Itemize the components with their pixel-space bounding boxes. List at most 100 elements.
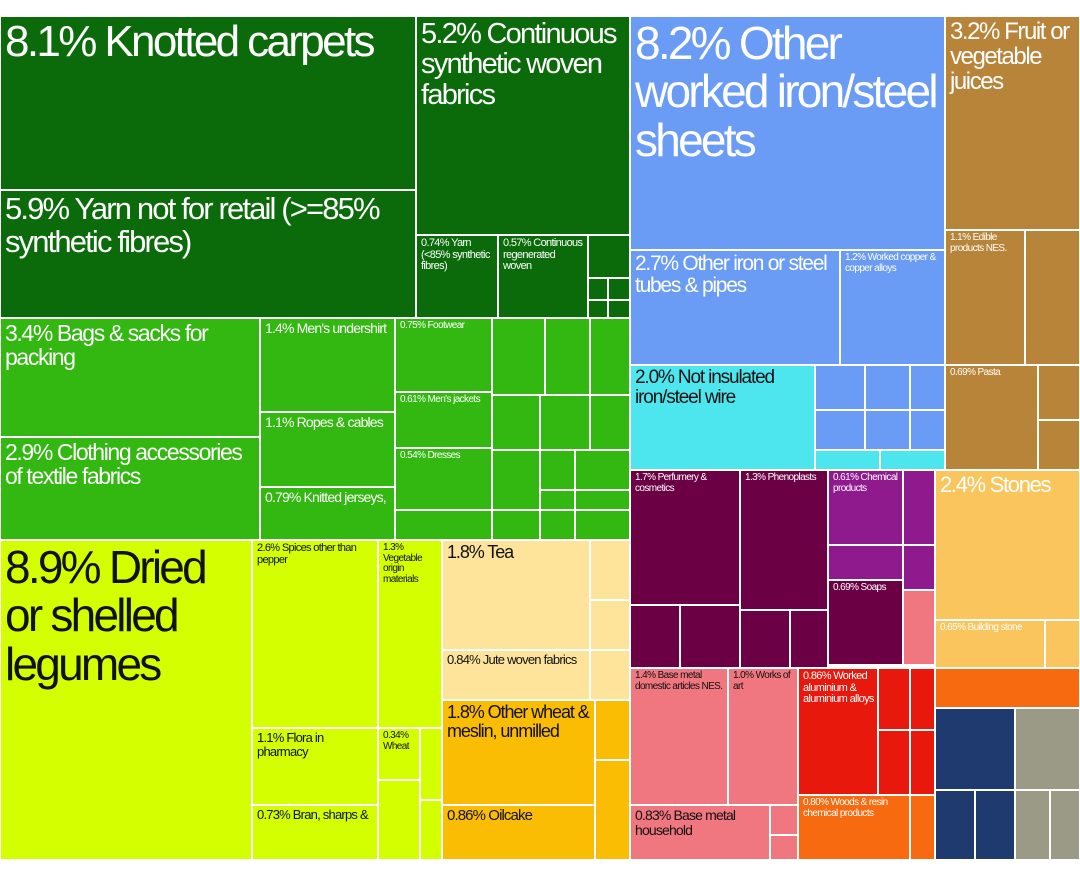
treemap-cell: 0.74% Yarn (<85% synthetic fibres)	[416, 235, 498, 318]
treemap-cell	[588, 235, 630, 278]
treemap-cell: 8.2% Other worked iron/steel sheets	[630, 16, 945, 250]
treemap-cell	[903, 590, 935, 665]
treemap-cell-label: 2.9% Clothing accessories of textile fab…	[5, 439, 243, 490]
treemap-cell	[1038, 365, 1080, 420]
treemap-cell	[595, 760, 630, 860]
treemap-cell: 1.1% Flora in pharmacy	[252, 728, 378, 805]
treemap-cell	[630, 605, 680, 668]
treemap-cell	[540, 510, 575, 540]
treemap-cell-label: 0.74% Yarn (<85% synthetic fibres)	[421, 237, 490, 273]
treemap-cell-label: 1.1% Ropes & cables	[265, 414, 384, 430]
treemap-cell	[878, 730, 910, 795]
treemap-cell	[910, 410, 945, 450]
treemap-cell	[590, 318, 630, 395]
treemap-cell-label: 0.84% Jute woven fabrics	[447, 652, 577, 667]
treemap-cell: 0.80% Woods & resin chemical products	[798, 795, 910, 860]
treemap-cell: 0.57% Continuous regenerated woven	[498, 235, 588, 318]
treemap-cell-label: 1.1% Flora in pharmacy	[257, 730, 324, 759]
treemap-cell: 0.83% Base metal household	[630, 805, 770, 860]
treemap-cell-label: 2.0% Not insulated iron/steel wire	[635, 367, 775, 408]
treemap-cell	[1015, 790, 1050, 860]
treemap-cell	[395, 510, 492, 540]
treemap-cell-label: 0.61% Chemical products	[833, 472, 898, 494]
treemap-cell: 5.2% Continuous synthetic woven fabrics	[416, 16, 630, 235]
treemap-cell-label: 1.0% Works of art	[733, 670, 791, 692]
treemap-cell: 8.1% Knotted carpets	[0, 16, 416, 190]
treemap-cell	[815, 410, 865, 450]
treemap-cell	[910, 668, 935, 730]
treemap-cell: 3.2% Fruit or vegetable juices	[945, 16, 1080, 230]
treemap-cell: 0.75% Footwear	[395, 318, 492, 392]
treemap-cell	[770, 805, 798, 835]
treemap-cell	[420, 800, 442, 860]
treemap-cell	[492, 318, 545, 395]
treemap-cell	[595, 700, 630, 760]
treemap-cell-label: 0.69% Pasta	[950, 367, 1001, 378]
treemap-cell: 8.9% Dried or shelled legumes	[0, 540, 252, 860]
treemap-cell-label: 0.61% Men's jackets	[400, 394, 481, 405]
treemap-cell: 0.84% Jute woven fabrics	[442, 650, 590, 700]
treemap-cell-label: 2.4% Stones	[940, 472, 1052, 497]
treemap-cell-label: 1.2% Worked copper & copper alloys	[845, 252, 936, 274]
treemap-cell-label: 0.65% Building stone	[940, 622, 1023, 633]
treemap-cell	[790, 610, 828, 668]
treemap-cell-label: 1.1% Edible products NES.	[950, 232, 1007, 254]
treemap-cell	[1025, 230, 1080, 365]
treemap-cell-label: 0.69% Soaps	[833, 582, 886, 593]
treemap-cell-label: 3.4% Bags & sacks for packing	[5, 320, 209, 371]
treemap-cell	[590, 540, 630, 600]
treemap-cell: 0.79% Knitted jerseys,	[260, 487, 395, 540]
treemap-cell	[1038, 420, 1080, 470]
treemap-cell	[740, 610, 790, 668]
treemap-cell-label: 1.4% Men's undershirt	[265, 320, 387, 336]
treemap-cell: 1.4% Base metal domestic articles NES.	[630, 668, 728, 805]
treemap-cell: 1.1% Edible products NES.	[945, 230, 1025, 365]
treemap-cell	[1015, 708, 1080, 790]
treemap-cell	[935, 708, 1015, 790]
treemap-cell: 2.0% Not insulated iron/steel wire	[630, 365, 815, 470]
treemap-cell	[492, 450, 540, 510]
treemap-cell	[540, 395, 590, 450]
treemap-cell: 0.86% Oilcake	[442, 805, 595, 860]
treemap-cell-label: 2.6% Spices other than pepper	[257, 542, 357, 566]
treemap-cell: 1.0% Works of art	[728, 668, 798, 805]
treemap-cell	[935, 668, 1080, 708]
treemap-cell-label: 0.73% Bran, sharps &	[257, 807, 369, 822]
treemap-cell: 0.69% Soaps	[828, 580, 903, 665]
treemap-cell	[815, 450, 880, 470]
treemap-cell	[680, 605, 740, 668]
treemap-cell-label: 1.8% Other wheat & meslin, unmilled	[447, 702, 590, 741]
treemap-cell	[935, 790, 975, 860]
treemap-cell-label: 5.9% Yarn not for retail (>=85% syntheti…	[5, 191, 381, 259]
treemap-cell	[575, 450, 630, 490]
treemap-cell: 0.61% Men's jackets	[395, 392, 492, 448]
treemap-cell	[420, 728, 442, 800]
treemap-cell: 0.65% Building stone	[935, 620, 1045, 668]
treemap-cell	[590, 395, 630, 450]
treemap-cell: 0.69% Pasta	[945, 365, 1038, 470]
treemap-cell	[903, 470, 935, 545]
treemap-cell-label: 0.80% Woods & resin chemical products	[803, 797, 888, 819]
treemap-cell: 1.3% Phenoplasts	[740, 470, 828, 610]
treemap-cell: 0.34% Wheat	[378, 728, 420, 780]
treemap-cell	[608, 300, 630, 318]
treemap-cell: 2.6% Spices other than pepper	[252, 540, 378, 728]
treemap-cell	[492, 395, 540, 450]
treemap-cell: 1.2% Worked copper & copper alloys	[840, 250, 945, 365]
treemap-cell: 0.73% Bran, sharps &	[252, 805, 378, 860]
treemap-cell	[878, 668, 910, 730]
treemap-cell: 0.86% Worked aluminium & aluminium alloy…	[798, 668, 878, 795]
treemap-cell-label: 0.83% Base metal household	[635, 807, 736, 838]
treemap-cell-label: 0.86% Worked aluminium & aluminium alloy…	[803, 670, 874, 706]
treemap-cell	[492, 510, 540, 540]
treemap-cell: 1.1% Ropes & cables	[260, 412, 395, 487]
treemap-cell-label: 0.54% Dresses	[400, 450, 461, 461]
treemap-cell	[1050, 790, 1080, 860]
treemap-cell	[865, 365, 910, 410]
treemap-cell	[575, 510, 630, 540]
treemap-cell-label: 1.3% Phenoplasts	[745, 472, 817, 483]
treemap-cell-label: 3.2% Fruit or vegetable juices	[950, 18, 1070, 96]
treemap-cell-label: 0.34% Wheat	[383, 730, 410, 752]
treemap-cell: 1.8% Tea	[442, 540, 590, 650]
treemap-cell: 2.9% Clothing accessories of textile fab…	[0, 437, 260, 540]
